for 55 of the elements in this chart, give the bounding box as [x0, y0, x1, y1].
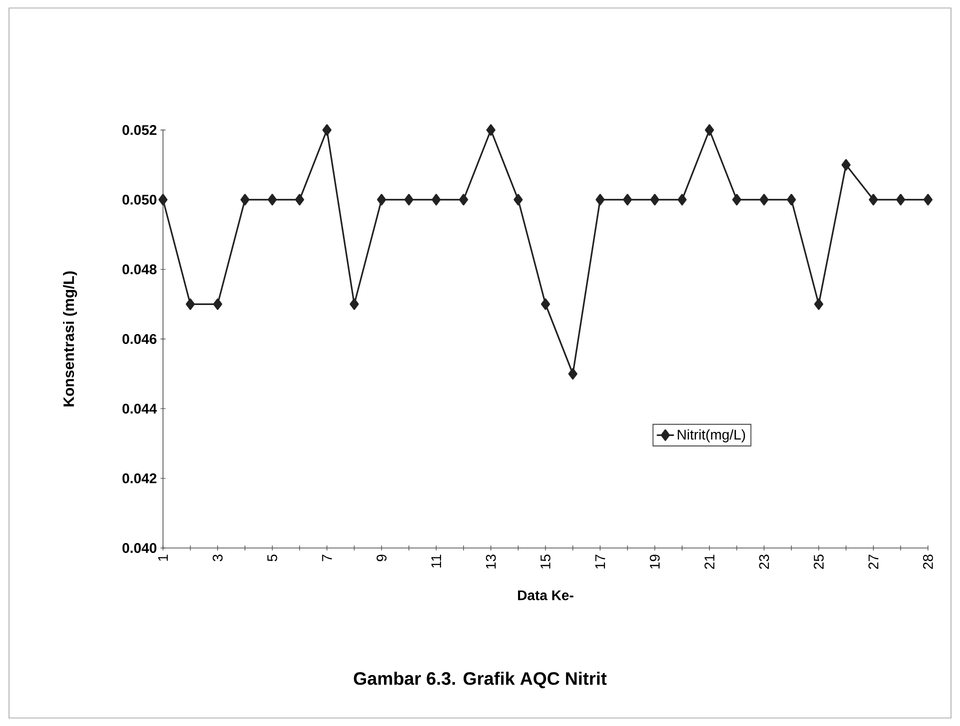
point: [678, 194, 687, 206]
point: [186, 298, 195, 310]
point: [650, 194, 660, 206]
point: [158, 194, 168, 206]
x-tick-label: 1: [158, 554, 168, 561]
point: [596, 194, 605, 206]
y-tick-label: 0.046: [122, 334, 156, 344]
point: [514, 194, 523, 206]
x-tick-label: 13: [486, 554, 496, 569]
x-tick-label: 19: [650, 554, 660, 569]
x-tick-label: 21: [704, 554, 714, 569]
y-tick-label: 0.050: [122, 194, 156, 205]
x-axis-title: Data Ke-: [518, 590, 574, 600]
point: [458, 194, 468, 206]
point: [760, 194, 769, 206]
x-tick-label: 28: [923, 554, 933, 569]
y-tick-label: 0.042: [122, 473, 156, 484]
point: [622, 194, 632, 206]
y-tick-label: 0.044: [122, 404, 157, 414]
point: [841, 159, 851, 171]
point: [268, 194, 277, 206]
y-tick-label: 0.052: [122, 125, 156, 135]
y-axis-title: Konsentrasi (mg/L): [63, 271, 78, 406]
point: [704, 124, 714, 136]
text: Gambar 6.3. Grafik AQC Nitrit: [354, 672, 607, 688]
x-tick-label: 3: [212, 554, 223, 562]
point: [486, 124, 496, 136]
point: [923, 194, 933, 206]
point: [814, 298, 824, 310]
point: [896, 194, 906, 206]
point: [213, 298, 222, 310]
x-tick-label: 23: [759, 554, 770, 569]
x-tick-label: 15: [540, 554, 550, 569]
point: [786, 194, 796, 206]
x-tick-label: 11: [431, 554, 442, 568]
point: [432, 194, 441, 206]
point: [350, 298, 359, 310]
point: [540, 298, 550, 310]
x-tick-label: 5: [267, 554, 278, 562]
x-tick-label: 27: [868, 554, 878, 569]
legend-label: Nitrit(mg/L): [678, 429, 746, 442]
y-tick-label: 0.040: [122, 543, 156, 553]
x-tick-label: 9: [376, 554, 387, 562]
y-tick-label: 0.048: [122, 264, 157, 274]
point: [240, 194, 250, 206]
point: [295, 194, 304, 206]
x-tick-label: 17: [595, 554, 605, 569]
point: [732, 194, 742, 206]
point: [568, 368, 578, 380]
point: [377, 194, 386, 206]
point: [322, 124, 332, 136]
x-tick-label: 25: [814, 554, 824, 569]
x-tick-label: 7: [322, 554, 332, 562]
point: [868, 194, 878, 206]
point: [404, 194, 414, 206]
